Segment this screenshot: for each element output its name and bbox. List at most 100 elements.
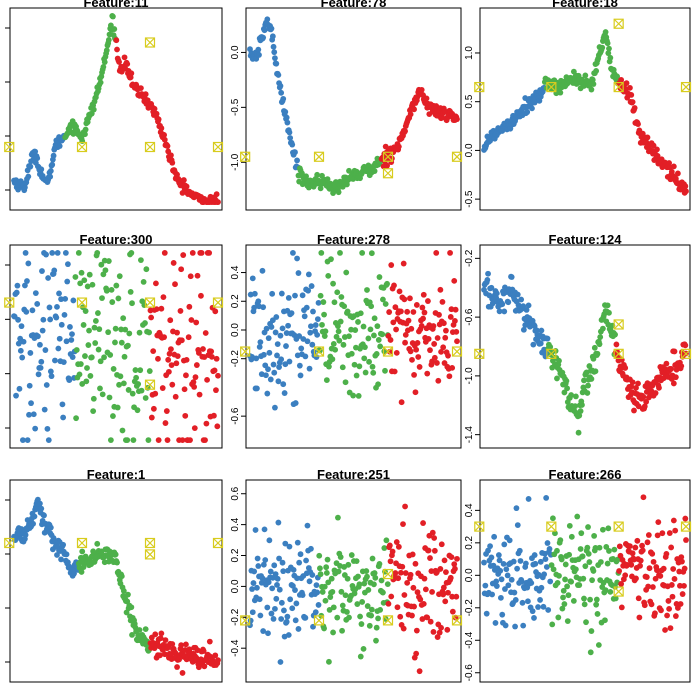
data-point [404, 579, 411, 586]
data-point [132, 367, 139, 373]
data-point [586, 559, 593, 565]
data-point [335, 328, 342, 335]
data-point [565, 592, 572, 599]
data-point [116, 273, 123, 280]
data-point [269, 33, 276, 40]
breakpoint-marker [144, 537, 156, 549]
data-point [192, 374, 199, 381]
data-point [346, 333, 352, 340]
data-point [37, 500, 43, 507]
panel-2: Feature:78 0.0 -0.5 -1.0 [230, 0, 463, 211]
data-point [312, 609, 319, 616]
breakpoint-marker [240, 346, 251, 357]
data-point [359, 599, 366, 605]
data-point [152, 390, 159, 397]
data-point [606, 45, 612, 52]
data-point [629, 379, 636, 386]
data-point [546, 546, 553, 552]
data-point [590, 81, 597, 87]
data-point [668, 366, 675, 372]
data-point [442, 598, 449, 605]
data-point [681, 565, 688, 572]
data-point [506, 537, 513, 544]
data-point [372, 574, 379, 581]
data-point [107, 22, 114, 29]
data-point [82, 353, 88, 359]
data-point [69, 354, 76, 361]
data-point [193, 362, 200, 368]
data-point [329, 356, 336, 363]
data-point [285, 632, 292, 638]
data-point [512, 623, 518, 630]
breakpoint-marker [4, 141, 15, 153]
data-point [79, 138, 86, 145]
data-point [429, 529, 436, 536]
data-point [428, 568, 435, 575]
y-tick-label: -0.6 [464, 308, 475, 326]
data-point [650, 558, 657, 565]
data-point [286, 543, 293, 550]
data-point [439, 299, 446, 305]
data-point [168, 346, 174, 353]
data-point [524, 109, 531, 115]
data-point [662, 627, 668, 633]
data-point [129, 631, 135, 638]
data-point [334, 289, 341, 296]
data-point [663, 360, 670, 367]
data-point [682, 342, 689, 349]
data-point [514, 291, 521, 298]
data-point [346, 167, 352, 174]
data-point [578, 530, 585, 537]
data-point [107, 437, 114, 443]
data-point [292, 400, 299, 406]
y-tick-label: -0.5 [230, 98, 241, 116]
data-point [120, 380, 127, 387]
data-point [83, 378, 90, 385]
data-point [66, 377, 73, 384]
data-point [77, 361, 84, 367]
data-point [50, 152, 57, 159]
data-point [138, 387, 145, 394]
y-tick-label: -1.4 [464, 426, 475, 444]
data-point [452, 317, 458, 324]
data-point [375, 337, 382, 343]
data-point [17, 347, 24, 354]
data-point [181, 386, 188, 393]
data-point [495, 552, 502, 558]
data-point [398, 399, 405, 406]
data-point [28, 400, 34, 407]
data-point [663, 550, 670, 557]
data-point [604, 302, 611, 309]
data-point [424, 614, 431, 621]
data-point [110, 413, 116, 419]
data-point [410, 584, 417, 591]
data-point [652, 390, 659, 396]
data-point [252, 527, 259, 533]
panel-title: Feature:251 [317, 467, 390, 482]
data-point [374, 323, 381, 330]
data-point [550, 566, 557, 573]
data-point [646, 565, 653, 572]
data-point [383, 537, 390, 544]
data-point [116, 59, 122, 65]
data-point [627, 543, 633, 550]
data-point [15, 340, 22, 347]
data-point [670, 517, 677, 524]
data-point [362, 344, 368, 351]
data-point [339, 364, 346, 371]
data-point [265, 630, 271, 637]
breakpoint-marker [240, 615, 251, 626]
data-point [268, 25, 275, 32]
data-point [297, 551, 304, 558]
data-point [407, 571, 414, 578]
data-point [308, 283, 315, 289]
data-point [434, 335, 441, 341]
data-point [435, 377, 442, 384]
data-point [79, 548, 86, 555]
data-point [602, 617, 608, 624]
data-point [340, 341, 347, 348]
data-point [629, 99, 636, 105]
points-group [247, 503, 460, 675]
data-point [273, 595, 280, 602]
data-point [517, 558, 524, 564]
